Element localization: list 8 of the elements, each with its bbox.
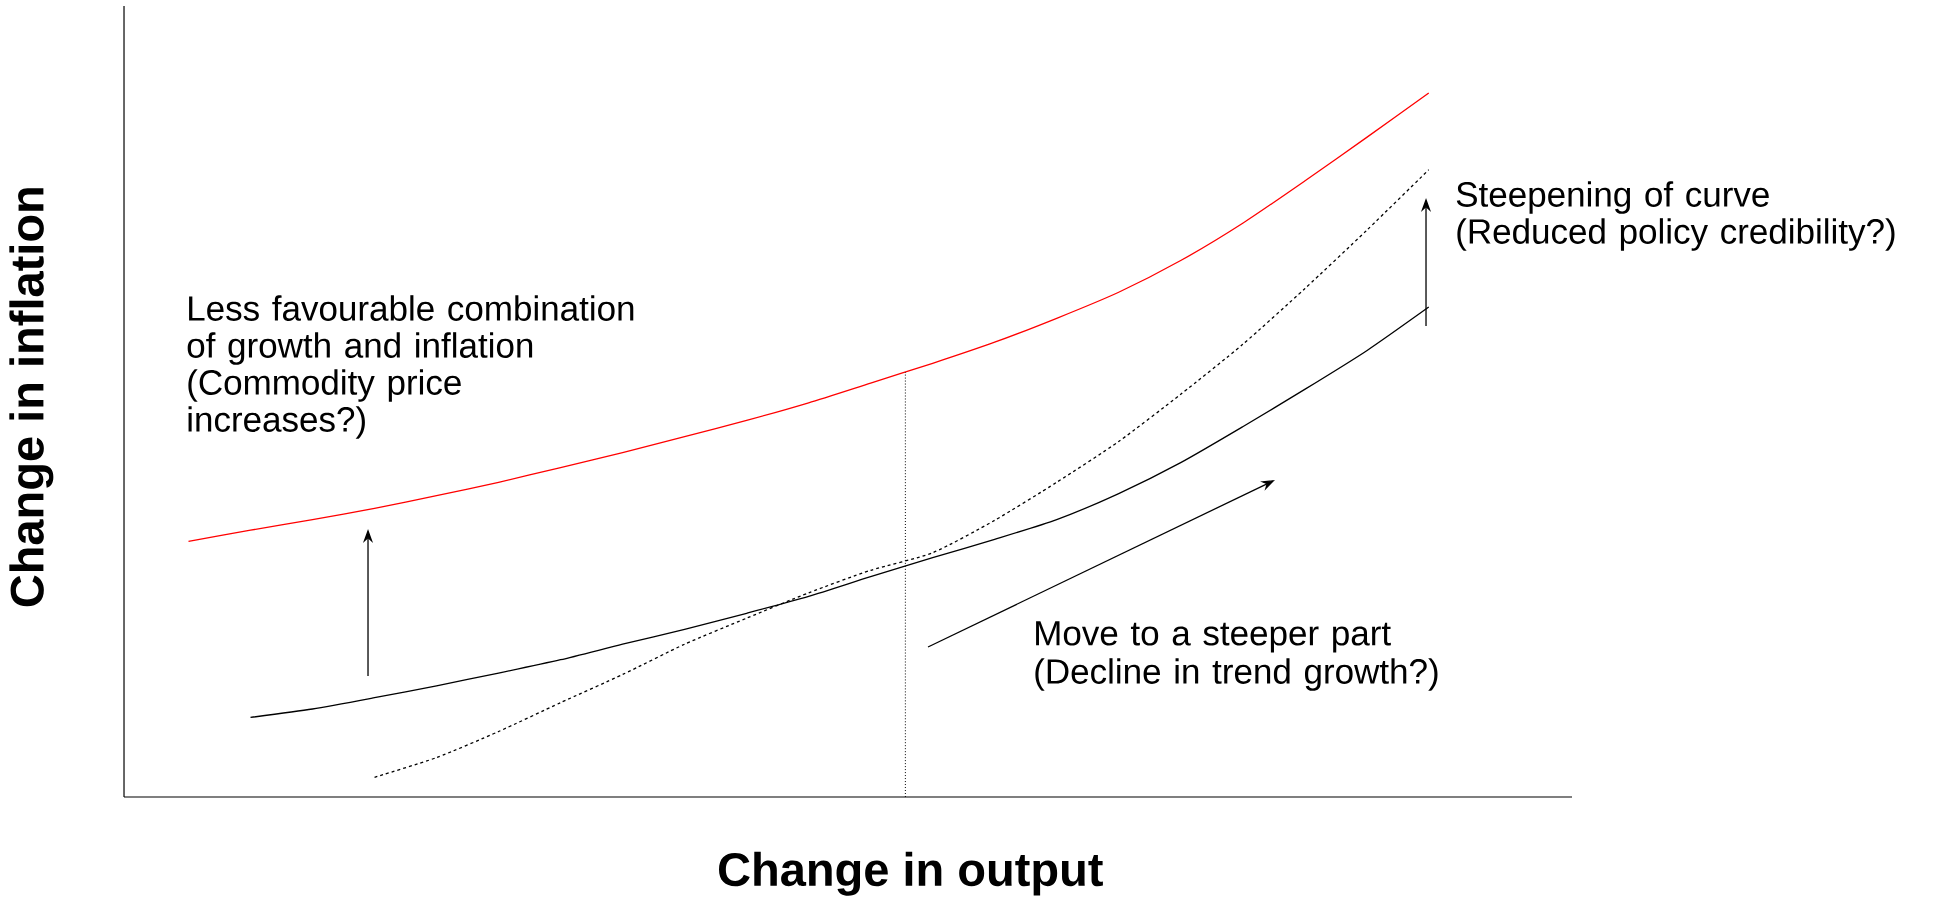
annotation: (Decline in trend growth?) <box>1035 658 1438 691</box>
annotation: Steepening of curve <box>1456 181 1769 214</box>
annotation: Move to a steeper part <box>1036 621 1391 653</box>
annotation: Less favourable combination of growth and inflation <box>187 295 634 365</box>
x-axis-title: Change in output <box>719 851 1103 896</box>
y-axis-title: Change in inflation <box>9 188 54 607</box>
annotation: (Commodity price increases?) <box>188 369 461 439</box>
annotation: (Reduced policy credibility?) <box>1457 218 1895 251</box>
